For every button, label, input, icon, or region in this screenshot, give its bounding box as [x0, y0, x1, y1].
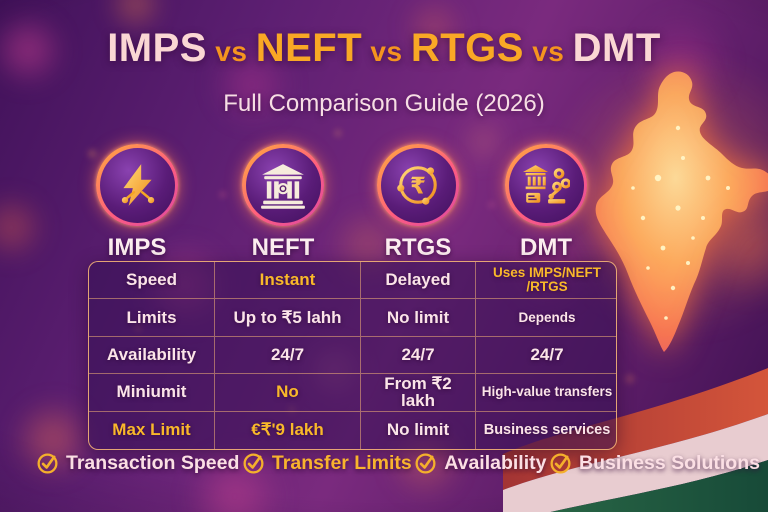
cell-limits-2: No limit — [361, 299, 476, 337]
cell-limits-3: Depends — [476, 299, 616, 337]
system-label-rtgs: RTGS — [384, 234, 452, 261]
badge-circle — [99, 147, 175, 223]
cell-availability-2: 24/7 — [361, 336, 476, 375]
system-label-neft: NEFT — [251, 234, 315, 261]
title-part-dmt: DMT — [572, 26, 661, 70]
cell-speed-1: Instant — [215, 262, 361, 300]
page-subtitle: Full Comparison Guide (2026) — [223, 90, 545, 117]
badge-circle: ₹ — [380, 147, 456, 223]
row-label-max-limit: Max Limit — [89, 411, 215, 449]
footer-label: Transfer Limits — [271, 452, 412, 474]
badge-circle — [508, 147, 584, 223]
footer-checklist: Transaction Speed Transfer Limits Availa… — [36, 452, 760, 475]
row-label-speed: Speed — [89, 262, 215, 300]
check-icon — [415, 453, 436, 474]
cell-max-limit-2: No limit — [361, 411, 476, 449]
badge-ring — [242, 144, 324, 226]
cell-speed-3: Uses IMPS/NEFT /RTGS — [476, 262, 616, 300]
lightning-bolt-icon — [121, 164, 155, 206]
title-part-neft: NEFT — [255, 26, 363, 70]
badge-imps: IMPS — [95, 144, 179, 262]
badge-circle — [245, 147, 321, 223]
badge-rtgs: ₹ RTGS — [376, 144, 460, 262]
cell-max-limit-3: Business services — [483, 421, 611, 438]
check-icon — [550, 453, 571, 474]
india-map-glow — [595, 71, 768, 352]
cell-availability-3: 24/7 — [476, 337, 616, 375]
cell-miniumit-3: High-value transfers — [476, 374, 616, 412]
footer-item-transaction-speed: Transaction Speed — [36, 452, 239, 475]
cell-limits-1: Up to ₹5 lahh — [215, 299, 361, 337]
row-label-availability: Availability — [89, 336, 215, 375]
cell-speed-2: Delayed — [361, 262, 476, 300]
badge-ring: ₹ — [377, 144, 459, 226]
cell-max-limit-1: €₹'9 lakh — [215, 411, 361, 449]
cell-miniumit-1: No — [215, 374, 361, 412]
badge-ring — [505, 144, 587, 226]
footer-label: Transaction Speed — [66, 452, 240, 474]
row-label-miniumit: Miniumit — [89, 374, 215, 412]
title-vs-2: vs — [362, 36, 411, 67]
footer-label: Business Solutions — [579, 452, 760, 474]
system-label-imps: IMPS — [107, 234, 167, 261]
title-part-rtgs: RTGS — [410, 26, 524, 70]
title-vs-3: vs — [523, 36, 573, 67]
title-part-imps: IMPS — [107, 26, 207, 70]
bank-building-icon — [261, 164, 305, 209]
row-label-limits: Limits — [89, 299, 215, 337]
page-title: IMPS vs NEFT vs RTGS vs DMT — [0, 26, 768, 71]
badge-dmt: DMT — [504, 144, 588, 262]
badge-ring — [96, 144, 178, 226]
footer-item-availability: Availability — [414, 452, 546, 475]
remittance-icon — [523, 165, 570, 204]
comparison-table: Speed Instant Delayed Uses IMPS/NEFT /RT… — [88, 261, 617, 450]
title-vs-1: vs — [206, 36, 256, 67]
badge-neft: NEFT — [241, 144, 325, 262]
system-label-dmt: DMT — [520, 234, 572, 261]
cell-availability-1: 24/7 — [215, 336, 361, 375]
footer-item-business-solutions: Business Solutions — [549, 452, 760, 475]
cell-miniumit-2: From ₹2 lakh — [361, 374, 476, 412]
rupee-coin-icon: ₹ — [397, 166, 437, 205]
svg-text:₹: ₹ — [410, 173, 426, 199]
footer-item-transfer-limits: Transfer Limits — [242, 452, 412, 475]
check-icon — [37, 453, 58, 474]
check-icon — [243, 453, 264, 474]
footer-label: Availability — [444, 452, 547, 474]
